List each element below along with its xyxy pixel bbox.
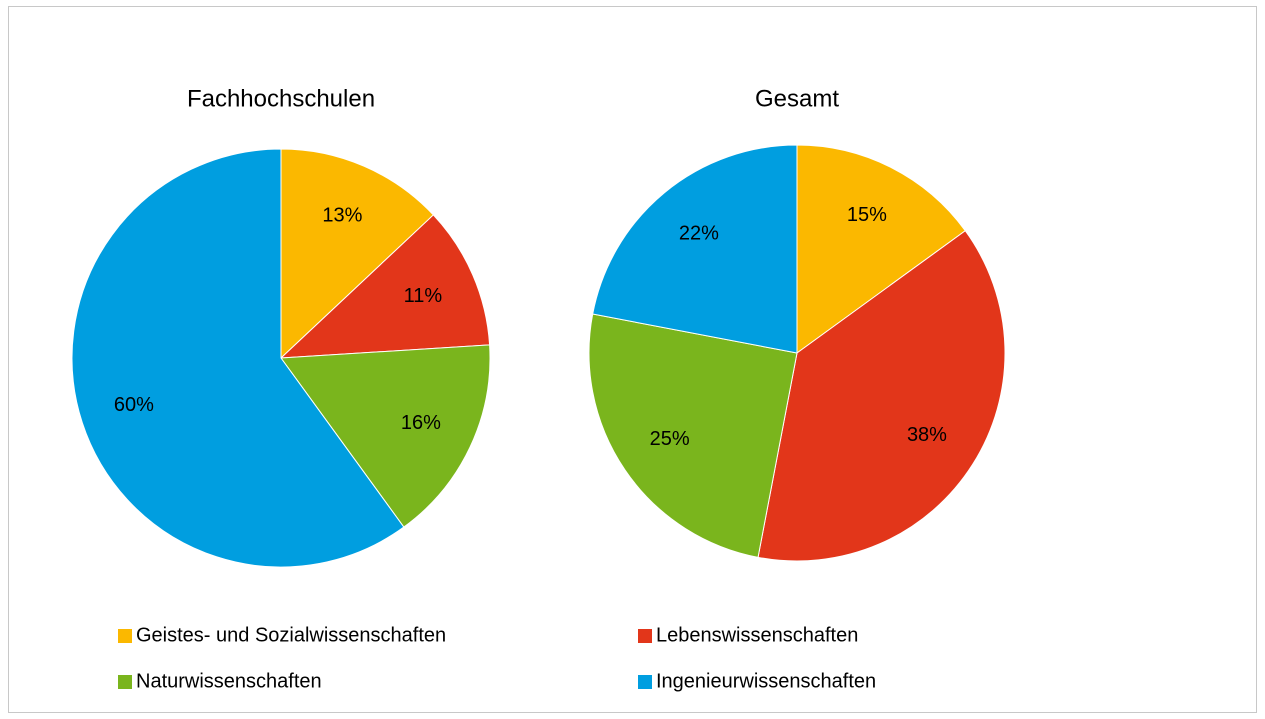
data-label: 60%: [114, 394, 154, 416]
data-label: 15%: [847, 204, 887, 226]
legend-swatch: [638, 629, 652, 643]
legend-label: Geistes- und Sozialwissenschaften: [136, 624, 446, 646]
legend-swatch: [638, 675, 652, 689]
pie-slice: [592, 144, 798, 354]
pie-slice: [279, 214, 491, 359]
pie-slice: [588, 313, 798, 558]
pie-slice: [280, 148, 435, 360]
data-label: 22%: [679, 223, 719, 245]
legend-swatch: [118, 675, 132, 689]
data-label: 13%: [322, 204, 362, 226]
legend-label: Ingenieurwissenschaften: [656, 670, 876, 692]
data-label: 25%: [650, 428, 690, 450]
chart-title: Gesamt: [755, 85, 839, 112]
pie-slice: [71, 148, 405, 568]
data-label: 11%: [404, 285, 443, 307]
pie-slice: [280, 344, 491, 528]
pie-slice: [757, 230, 1006, 562]
chart-title: Fachhochschulen: [187, 85, 375, 112]
legend-label: Naturwissenschaften: [136, 670, 322, 692]
legend-label: Lebenswissenschaften: [656, 624, 858, 646]
data-label: 16%: [401, 412, 441, 434]
data-label: 38%: [907, 424, 947, 446]
legend-swatch: [118, 629, 132, 643]
pie-slice: [796, 144, 966, 354]
